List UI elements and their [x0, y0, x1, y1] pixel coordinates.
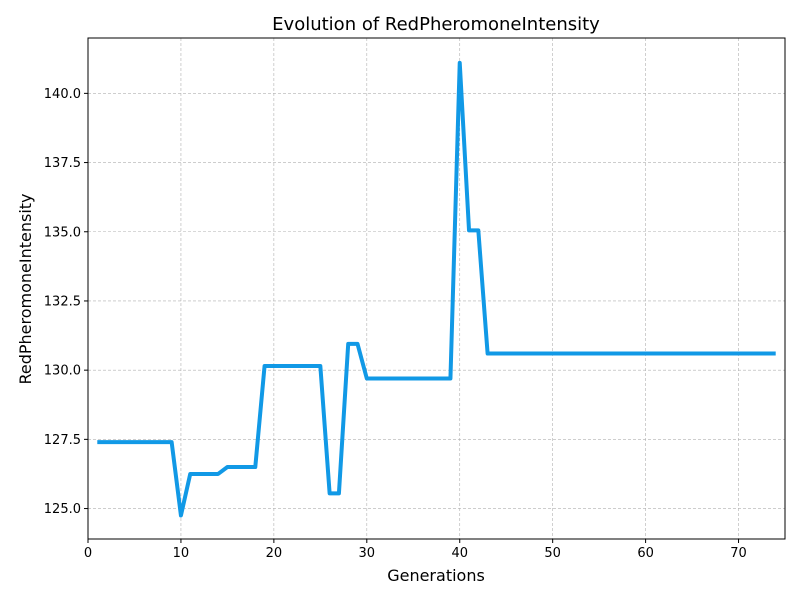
y-tick-label: 130.0	[44, 364, 81, 379]
y-tick-label: 140.0	[44, 87, 81, 102]
y-tick-label: 137.5	[44, 156, 81, 171]
x-tick-label: 10	[173, 546, 190, 561]
y-tick-label: 125.0	[44, 502, 81, 517]
x-tick-label: 60	[637, 546, 654, 561]
axis-ticks: 0 10 20 30 40 50 60 70 125.0 127.5 130.0 132.5 135.0…	[44, 87, 747, 561]
plot-area-frame	[87, 37, 786, 540]
y-axis-label: RedPheromoneIntensity	[16, 193, 35, 384]
grid	[87, 38, 785, 539]
x-tick-label: 0	[84, 546, 92, 561]
y-tick-label: 127.5	[44, 433, 81, 448]
y-tick-label: 135.0	[44, 225, 81, 240]
x-tick-label: 70	[730, 546, 747, 561]
x-axis-label: Generations	[387, 566, 485, 585]
series-layer	[97, 60, 776, 518]
x-tick-label: 40	[451, 546, 468, 561]
x-tick-label: 20	[266, 546, 283, 561]
y-tick-label: 132.5	[44, 294, 81, 309]
x-tick-label: 50	[544, 546, 561, 561]
series-line	[97, 60, 776, 518]
chart-title: Evolution of RedPheromoneIntensity	[272, 14, 600, 35]
x-tick-label: 30	[359, 546, 376, 561]
